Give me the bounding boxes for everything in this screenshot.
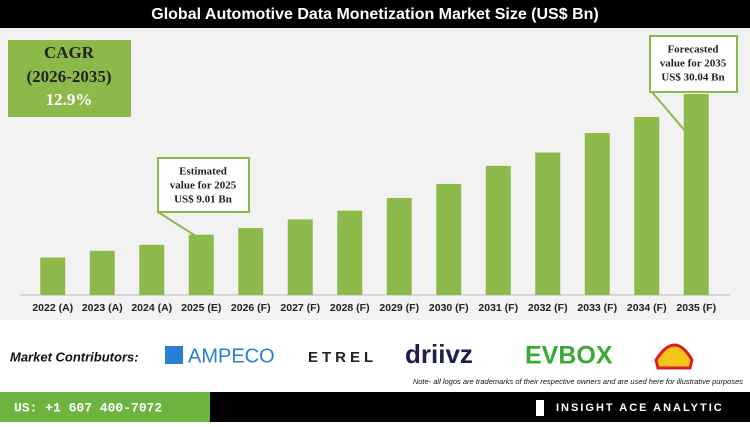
x-tick-label: 2022 (A) [32, 302, 73, 314]
bar [436, 183, 462, 295]
logo-icon [654, 343, 694, 370]
footer-phone-box [0, 392, 210, 422]
note: Note- all logos are trademarks of their … [413, 377, 743, 386]
bar [40, 257, 66, 295]
bar [584, 133, 610, 295]
logo: ETREL [308, 349, 377, 366]
logo-band [0, 320, 750, 392]
callout-text: US$ 30.04 Bn [661, 72, 724, 84]
contributors-label: Market Contributors: [10, 349, 139, 364]
cagr-period: (2026-2035) [27, 67, 112, 86]
callout-text: Estimated [179, 166, 227, 178]
x-tick-label: 2034 (F) [627, 302, 667, 314]
callout-text: Forecasted [667, 44, 718, 56]
cagr-box [8, 40, 131, 117]
callout-text: value for 2035 [660, 58, 727, 70]
logo-icon [165, 346, 183, 364]
x-tick-label: 2031 (F) [478, 302, 518, 314]
bar [337, 210, 363, 295]
x-tick-label: 2027 (F) [280, 302, 320, 314]
title-bar [0, 0, 750, 28]
bar [386, 197, 412, 295]
x-tick-label: 2035 (F) [676, 302, 716, 314]
bar [634, 117, 660, 296]
x-tick-label: 2023 (A) [82, 302, 123, 314]
x-tick-label: 2033 (F) [577, 302, 617, 314]
callout-text: value for 2025 [170, 180, 237, 192]
brand: INSIGHT ACE ANALYTIC [556, 402, 724, 414]
bar [485, 165, 511, 295]
logo: driivz [405, 339, 473, 369]
chart-title: Global Automotive Data Monetization Mark… [151, 6, 598, 23]
bar [287, 219, 313, 295]
logo: AMPECO [188, 345, 275, 367]
x-tick-label: 2029 (F) [379, 302, 419, 314]
phone: US: +1 607 400-7072 [14, 400, 162, 415]
callout-text: US$ 9.01 Bn [174, 194, 232, 206]
callout-line [157, 211, 203, 241]
x-tick-label: 2026 (F) [231, 302, 271, 314]
x-tick-label: 2030 (F) [429, 302, 469, 314]
callout-line [651, 91, 687, 133]
bar [139, 244, 165, 295]
x-tick-label: 2025 (E) [181, 302, 221, 314]
cagr-value: 12.9% [46, 90, 93, 109]
bar [535, 152, 561, 295]
x-tick-label: 2028 (F) [330, 302, 370, 314]
logo: EVBOX [525, 342, 613, 370]
callout-box [649, 35, 738, 93]
bar [89, 250, 115, 295]
brand-icon [536, 400, 544, 416]
x-tick-label: 2024 (A) [131, 302, 172, 314]
cagr-label: CAGR [44, 43, 95, 62]
bar [683, 94, 709, 295]
bar [188, 234, 214, 295]
bar [238, 228, 264, 295]
callout-box [157, 157, 250, 213]
x-tick-label: 2032 (F) [528, 302, 568, 314]
